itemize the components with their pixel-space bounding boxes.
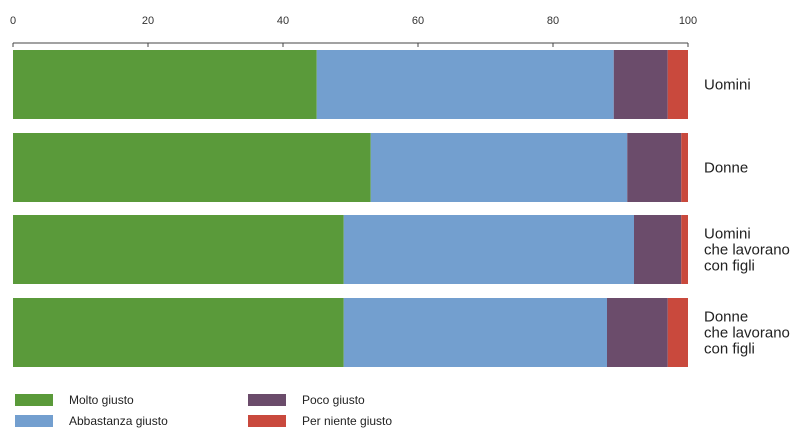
bar-segment	[343, 215, 634, 284]
x-axis: 0 20 40 60 80 100	[10, 15, 697, 47]
x-tick-label: 80	[547, 15, 559, 27]
bars	[13, 50, 688, 367]
bar-segment	[13, 298, 344, 367]
x-tick-label: 100	[679, 15, 697, 27]
bar-segment	[667, 298, 688, 367]
legend-label: Abbastanza giusto	[69, 414, 168, 428]
x-tick-label: 0	[10, 15, 16, 27]
category-label: con figli	[704, 341, 755, 358]
category-label: Uomini	[704, 77, 751, 94]
bar-segment	[667, 50, 688, 119]
bar-segment	[13, 50, 317, 119]
category-label: Donne	[704, 160, 748, 177]
x-tick-label: 60	[412, 15, 424, 27]
category-label: che lavorano	[704, 242, 790, 259]
legend-swatch	[15, 394, 53, 406]
bar-segment	[681, 215, 688, 284]
bar-segment	[613, 50, 668, 119]
legend-swatch	[248, 415, 286, 427]
legend-label: Poco giusto	[302, 393, 365, 407]
bar-segment	[681, 133, 688, 202]
bar-segment	[13, 215, 344, 284]
legend: Molto giusto Abbastanza giusto Poco giusto…	[15, 393, 392, 428]
category-label: che lavorano	[704, 325, 790, 342]
legend-label: Molto giusto	[69, 393, 134, 407]
category-label: con figli	[704, 258, 755, 275]
legend-label: Per niente giusto	[302, 414, 392, 428]
x-tick-label: 20	[142, 15, 154, 27]
bar-segment	[607, 298, 668, 367]
category-label: Donne	[704, 309, 748, 326]
bar-segment	[343, 298, 607, 367]
category-label: Uomini	[704, 226, 751, 243]
legend-swatch	[15, 415, 53, 427]
bar-segment	[13, 133, 371, 202]
bar-segment	[634, 215, 682, 284]
legend-swatch	[248, 394, 286, 406]
bar-segment	[627, 133, 682, 202]
bar-segment	[316, 50, 614, 119]
bar-segment	[370, 133, 628, 202]
x-tick-label: 40	[277, 15, 289, 27]
